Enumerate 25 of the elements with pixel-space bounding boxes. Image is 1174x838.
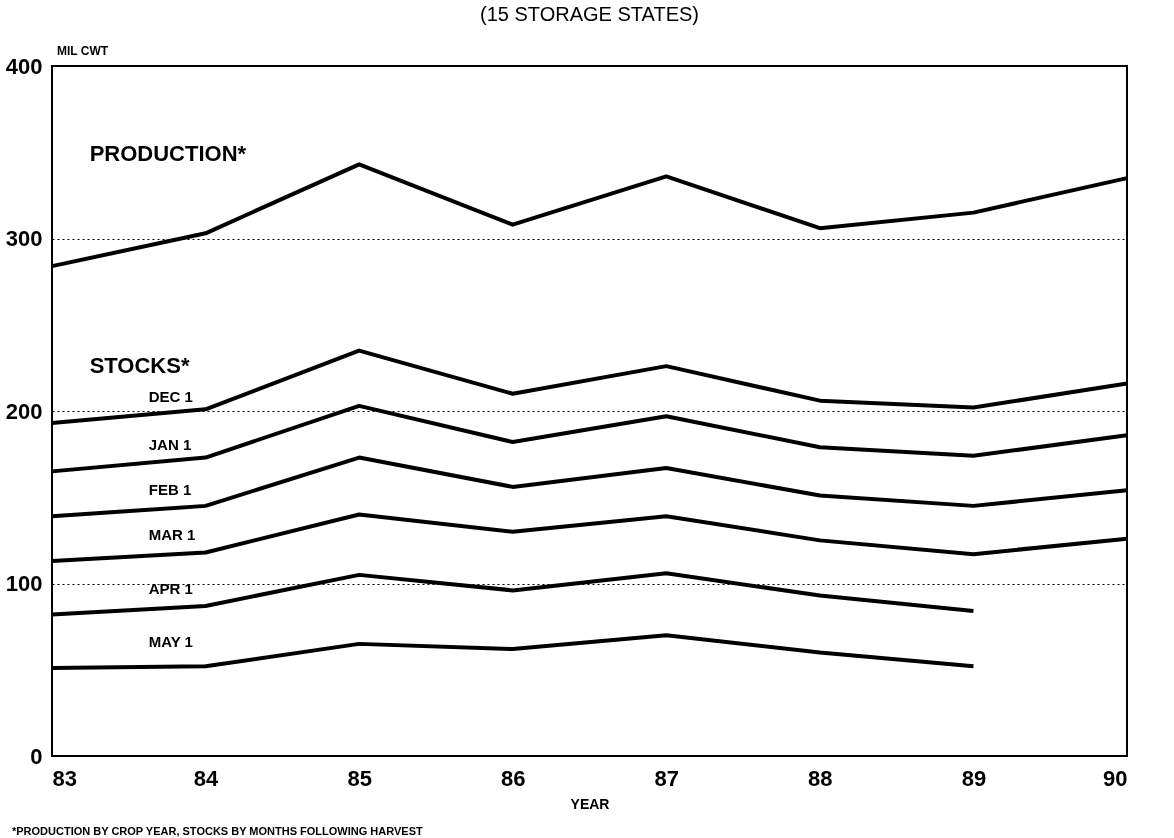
series-label: JAN 1 <box>148 436 192 454</box>
series-label: APR 1 <box>148 579 193 597</box>
text: *PRODUCTION BY CROP YEAR, STOCKS BY MONTHS FOLLOWING HARVEST <box>12 825 423 837</box>
x-tick-label: 83 <box>52 765 77 791</box>
x-tick-label: 89 <box>961 765 987 791</box>
chart-title: (15 STORAGE STATES) <box>480 3 699 25</box>
y-tick-label: 100 <box>5 571 43 596</box>
series-label: DEC 1 <box>148 388 193 406</box>
series-label: FEB 1 <box>148 481 192 499</box>
y-tick-label: 200 <box>5 398 43 424</box>
x-tick-label: 87 <box>654 765 680 791</box>
x-tick-label: 88 <box>808 765 833 791</box>
y-tick-label: 300 <box>5 226 43 251</box>
x-axis-title: YEAR <box>570 795 610 812</box>
y-tick-label: 0 <box>30 743 43 769</box>
x-tick-label: 90 <box>1103 765 1128 791</box>
x-tick-label: 84 <box>193 765 220 791</box>
text: PRODUCTION* <box>89 141 247 167</box>
series-label: MAR 1 <box>148 526 196 544</box>
annotation: STOCKS* <box>89 353 190 379</box>
x-tick-label: 86 <box>500 765 526 791</box>
y-tick-label: 400 <box>5 53 43 79</box>
x-tick-label: 85 <box>347 765 372 791</box>
y-axis-title: MIL CWT <box>57 44 109 58</box>
series-label: MAY 1 <box>148 633 193 651</box>
